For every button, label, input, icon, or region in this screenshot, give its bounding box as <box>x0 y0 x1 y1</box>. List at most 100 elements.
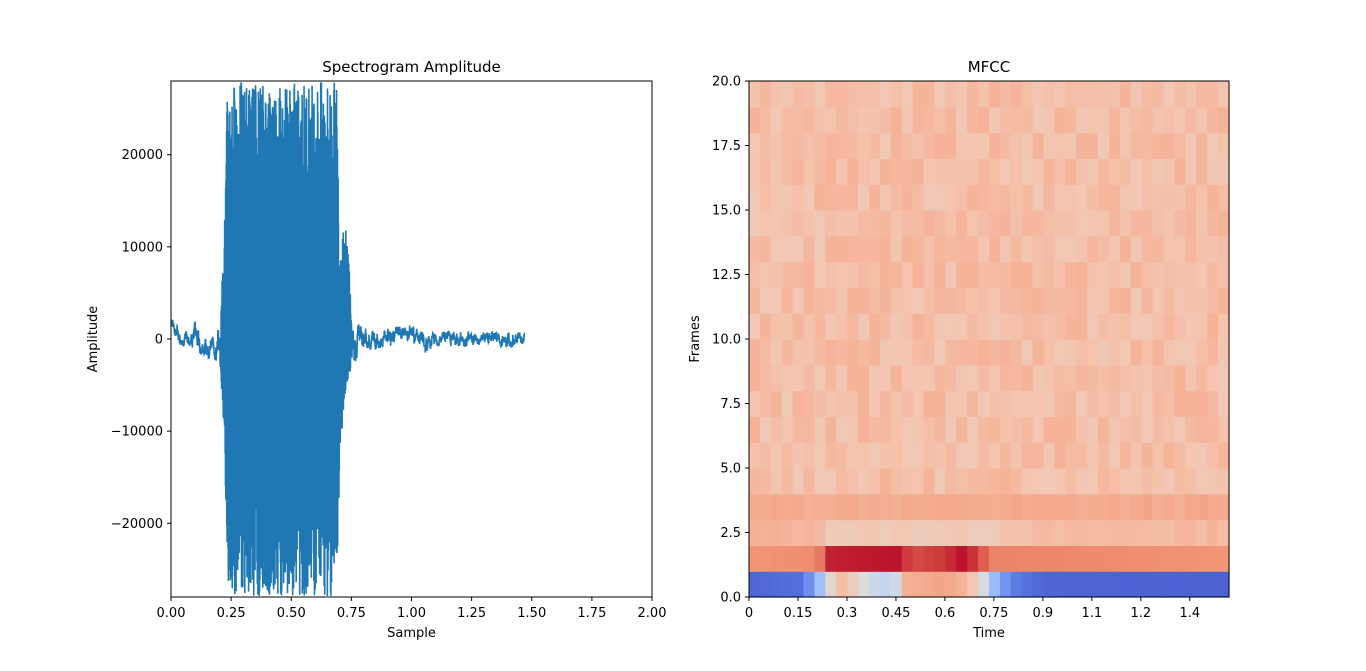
mfcc-cell <box>1010 210 1023 237</box>
mfcc-cell <box>1054 364 1066 392</box>
mfcc-y-tick-label: 2.5 <box>720 526 741 541</box>
mfcc-cell <box>999 210 1012 237</box>
mfcc-cell <box>989 184 1001 211</box>
mfcc-cell <box>1152 132 1165 159</box>
mfcc-cell <box>1021 339 1034 366</box>
mfcc-cell <box>1087 235 1099 263</box>
mfcc-cell <box>1119 287 1132 314</box>
mfcc-cell <box>1141 158 1154 185</box>
mfcc-cell <box>1196 261 1208 288</box>
mfcc-cell <box>1130 390 1143 417</box>
mfcc-x-tick-label: 0.15 <box>784 606 813 621</box>
mfcc-cell <box>1021 184 1034 211</box>
mfcc-cell <box>1185 235 1197 263</box>
mfcc-cell <box>792 313 805 340</box>
amplitude-x-ticks: 0.00 0.25 0.50 0.75 1.00 1.25 1.50 1.75 2.00 <box>157 597 666 621</box>
mfcc-cell <box>1152 158 1165 185</box>
mfcc-cell <box>1207 184 1219 211</box>
mfcc-cell <box>1054 132 1066 159</box>
mfcc-cell <box>956 390 968 417</box>
mfcc-cell <box>879 287 892 314</box>
mfcc-cell <box>912 210 925 237</box>
mfcc-cell <box>978 493 990 521</box>
mfcc-cell <box>759 519 772 546</box>
mfcc-cell <box>1021 210 1034 237</box>
mfcc-cell <box>814 468 826 495</box>
mfcc-cell <box>1185 261 1197 288</box>
mfcc-cell <box>999 261 1012 288</box>
mfcc-cell <box>1087 158 1099 185</box>
mfcc-cell <box>1076 571 1088 598</box>
mfcc-cell <box>967 313 979 340</box>
mfcc-cell <box>956 364 968 392</box>
mfcc-cell <box>1054 261 1066 288</box>
mfcc-cell <box>1032 210 1045 237</box>
mfcc-cell <box>945 235 957 263</box>
mfcc-cell <box>803 416 816 443</box>
mfcc-cell <box>1098 364 1110 392</box>
mfcc-cell <box>1109 571 1121 598</box>
mfcc-cell <box>847 184 859 211</box>
mfcc-cell <box>1054 184 1066 211</box>
mfcc-cell <box>825 261 837 288</box>
mfcc-cell <box>803 261 816 288</box>
mfcc-cell <box>1218 184 1230 211</box>
mfcc-cell <box>770 261 783 288</box>
mfcc-cell <box>825 287 837 314</box>
mfcc-cell <box>1076 132 1088 159</box>
mfcc-cell <box>1065 519 1077 546</box>
mfcc-cell <box>978 158 990 185</box>
mfcc-cell <box>901 210 914 237</box>
mfcc-cell <box>956 313 968 340</box>
mfcc-cell <box>836 519 848 546</box>
mfcc-cell <box>836 81 848 108</box>
mfcc-cell <box>912 158 925 185</box>
mfcc-cell <box>1054 519 1066 546</box>
mfcc-cell <box>1119 81 1132 108</box>
mfcc-cell <box>989 416 1001 443</box>
mfcc-cell <box>978 416 990 443</box>
mfcc-cell <box>879 442 892 469</box>
mfcc-cell <box>923 364 936 392</box>
mfcc-cell <box>945 468 957 495</box>
mfcc-cell <box>956 235 968 263</box>
mfcc-cell <box>825 235 837 263</box>
mfcc-cell <box>1185 81 1197 108</box>
mfcc-cell <box>1054 468 1066 495</box>
mfcc-cell <box>1065 158 1077 185</box>
mfcc-x-label: Time <box>972 626 1005 641</box>
mfcc-cell <box>814 235 826 263</box>
mfcc-cell <box>749 313 761 340</box>
mfcc-cell <box>814 416 826 443</box>
mfcc-cell <box>1076 545 1088 572</box>
mfcc-cell <box>890 287 903 314</box>
mfcc-cell <box>1185 416 1197 443</box>
mfcc-cell <box>890 106 903 134</box>
mfcc-cell <box>770 545 783 572</box>
mfcc-cell <box>1109 519 1121 546</box>
mfcc-cell <box>1065 132 1077 159</box>
mfcc-cell <box>934 442 946 469</box>
mfcc-cell <box>879 313 892 340</box>
mfcc-cell <box>1054 390 1066 417</box>
mfcc-cell <box>945 364 957 392</box>
mfcc-cell <box>1087 106 1099 134</box>
mfcc-cell <box>836 545 848 572</box>
mfcc-cell <box>999 313 1012 340</box>
mfcc-cell <box>1032 364 1045 392</box>
mfcc-cell <box>825 468 837 495</box>
mfcc-cell <box>1098 519 1110 546</box>
mfcc-cell <box>1218 313 1230 340</box>
mfcc-cell <box>1043 416 1056 443</box>
mfcc-cell <box>879 81 892 108</box>
mfcc-cell <box>847 571 859 598</box>
mfcc-cell <box>749 81 761 108</box>
mfcc-y-tick-label: 15.0 <box>712 204 741 219</box>
mfcc-cell <box>781 184 794 211</box>
mfcc-cell <box>858 210 870 237</box>
mfcc-cell <box>847 287 859 314</box>
mfcc-cell <box>945 313 957 340</box>
mfcc-cell <box>1021 468 1034 495</box>
mfcc-cell <box>1174 132 1186 159</box>
mfcc-cell <box>825 132 837 159</box>
